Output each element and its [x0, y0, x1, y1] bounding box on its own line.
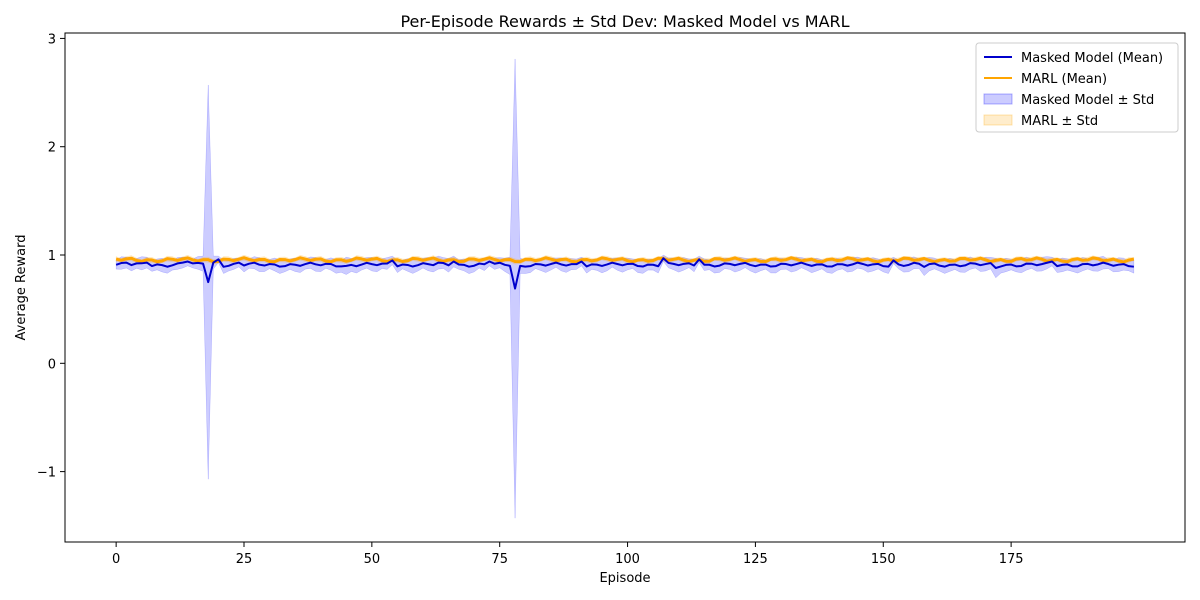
legend-entry: Masked Model (Mean) — [1021, 51, 1163, 66]
legend-swatch — [983, 114, 1013, 126]
y-axis-ticks: −1 0 1 2 3 — [37, 32, 65, 481]
mean-lines — [115, 256, 1135, 290]
x-tick-label: 175 — [999, 552, 1024, 567]
x-tick-label: 100 — [615, 552, 640, 567]
chart-title: Per-Episode Rewards ± Std Dev: Masked Mo… — [400, 12, 849, 31]
y-axis-label: Average Reward — [14, 235, 29, 341]
mean-line-0 — [115, 257, 1134, 290]
legend-entry: MARL (Mean) — [1021, 72, 1107, 87]
x-tick-label: 0 — [112, 552, 120, 567]
x-axis-ticks: 0 25 50 75 100 125 150 175 — [112, 542, 1024, 567]
legend-entry: MARL ± Std — [1021, 114, 1098, 129]
legend-box — [975, 42, 1179, 133]
legend: Masked Model (Mean) MARL (Mean) Masked Mod… — [975, 42, 1179, 133]
y-tick-label: 3 — [48, 32, 56, 47]
x-tick-label: 50 — [364, 552, 381, 567]
x-tick-label: 25 — [236, 552, 253, 567]
y-tick-label: 1 — [48, 249, 56, 264]
std-band-0 — [115, 58, 1135, 519]
legend-swatch — [983, 93, 1013, 105]
y-tick-label: 2 — [48, 141, 56, 156]
mean-line-1 — [115, 256, 1135, 264]
y-tick-label: 0 — [48, 357, 56, 372]
plot-frame — [64, 32, 1186, 543]
legend-entry: Masked Model ± Std — [1021, 93, 1154, 108]
x-tick-label: 125 — [743, 552, 768, 567]
x-tick-label: 75 — [491, 552, 508, 567]
y-tick-label: −1 — [37, 466, 56, 481]
x-tick-label: 150 — [871, 552, 896, 567]
x-axis-label: Episode — [599, 571, 650, 586]
